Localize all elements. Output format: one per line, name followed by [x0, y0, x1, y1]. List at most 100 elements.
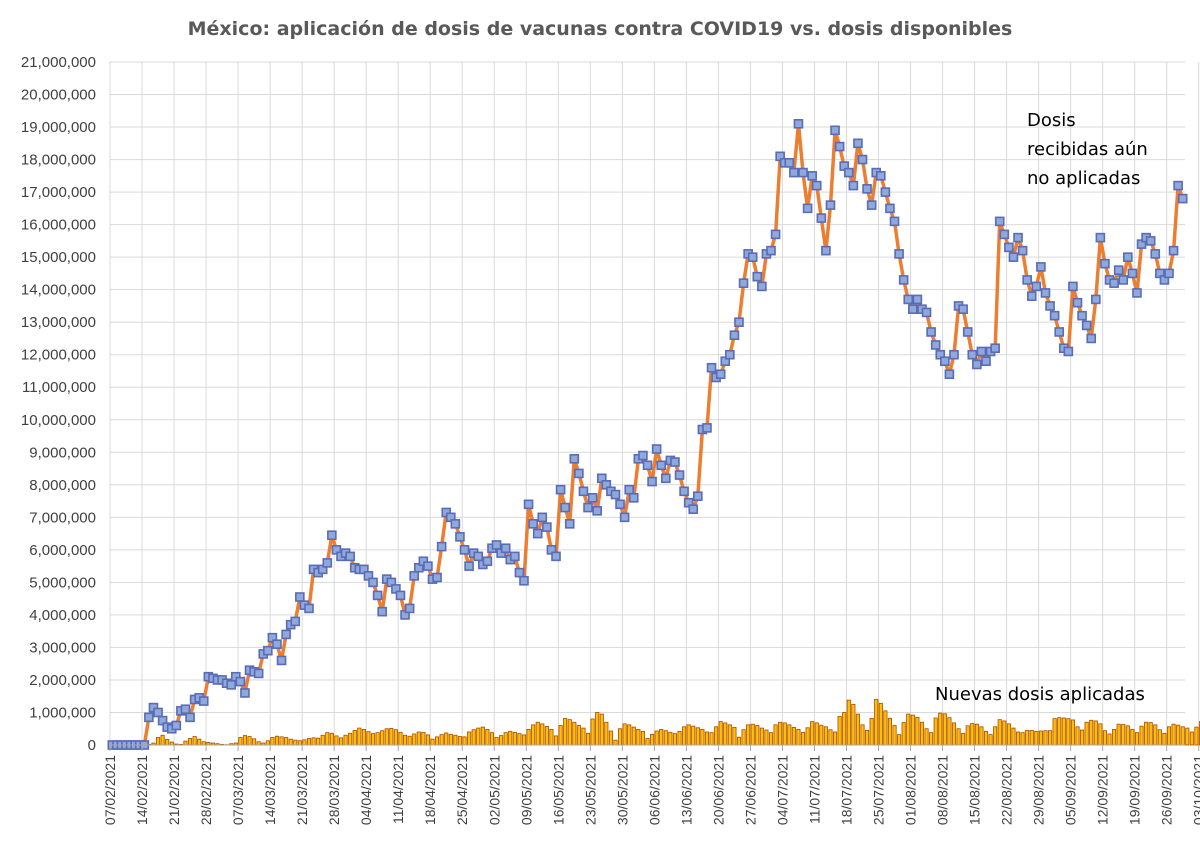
data-point — [1109, 278, 1119, 288]
y-tick-label: 6,000,000 — [29, 542, 96, 559]
data-point — [574, 468, 584, 479]
data-point — [857, 154, 868, 165]
bar — [636, 728, 641, 746]
data-point — [564, 519, 575, 529]
bar — [837, 715, 842, 746]
data-point — [436, 541, 447, 552]
bar — [695, 727, 700, 746]
bar — [480, 726, 485, 746]
bar — [325, 732, 330, 746]
bar — [773, 724, 778, 746]
data-point — [1177, 193, 1188, 204]
bar — [1112, 728, 1117, 746]
bar — [348, 732, 353, 746]
data-point — [610, 489, 621, 500]
bar — [393, 729, 398, 746]
bar — [270, 737, 275, 746]
y-tick-label: 9,000,000 — [29, 444, 96, 461]
bar — [718, 721, 723, 746]
data-point — [368, 577, 378, 588]
data-point — [875, 171, 886, 181]
bar — [938, 712, 943, 746]
x-axis — [109, 744, 1200, 751]
x-tick-label: 23/05/2021 — [582, 755, 598, 825]
data-point — [638, 450, 648, 461]
data-point — [725, 349, 735, 360]
x-tick-label: 04/04/2021 — [358, 755, 374, 825]
annotation-new-doses: Nuevas dosis aplicadas — [935, 684, 1145, 705]
bar — [741, 729, 746, 746]
series-line — [112, 122, 1185, 747]
data-point — [999, 229, 1010, 240]
data-point — [519, 575, 529, 586]
bar — [160, 734, 165, 746]
bar — [1125, 725, 1130, 746]
bar — [892, 725, 897, 746]
bar — [691, 725, 696, 746]
data-point — [1113, 265, 1124, 275]
data-point — [834, 141, 845, 152]
bar — [238, 737, 243, 746]
data-point — [1013, 232, 1023, 243]
bar — [1189, 731, 1194, 746]
x-tick-label: 12/09/2021 — [1095, 755, 1111, 825]
data-point — [660, 473, 671, 484]
data-point — [295, 592, 305, 602]
data-point — [807, 171, 817, 181]
bar — [526, 728, 531, 746]
bar — [329, 732, 334, 746]
data-point — [825, 200, 836, 210]
bar — [650, 733, 655, 746]
bar — [961, 732, 966, 746]
x-tick-label: 30/05/2021 — [614, 755, 630, 825]
bar — [366, 731, 371, 746]
bar — [503, 732, 508, 746]
bar — [197, 738, 202, 746]
x-tick-label: 01/08/2021 — [903, 755, 919, 825]
bar — [929, 732, 934, 746]
data-point — [1086, 333, 1097, 344]
bar — [851, 703, 856, 746]
data-point — [802, 203, 813, 214]
bar — [1006, 723, 1011, 746]
bar — [462, 736, 467, 746]
data-point — [253, 668, 264, 679]
bar — [631, 726, 636, 746]
y-tick-label: 21,000,000 — [21, 54, 96, 71]
bar — [485, 728, 490, 746]
bar — [979, 726, 984, 746]
data-point — [1022, 275, 1032, 285]
bar — [855, 713, 860, 746]
data-point — [592, 506, 602, 516]
y-tick-label: 3,000,000 — [29, 639, 96, 656]
bar — [1134, 732, 1140, 746]
bar — [727, 724, 732, 746]
data-point — [1118, 275, 1129, 285]
bar — [1080, 729, 1085, 746]
bar — [677, 730, 682, 746]
bar — [791, 727, 796, 746]
y-tick-label: 13,000,000 — [21, 314, 96, 331]
data-point — [647, 476, 657, 487]
bar — [412, 733, 417, 746]
data-point — [994, 216, 1005, 227]
bar — [288, 738, 293, 746]
bar — [403, 734, 408, 746]
bar — [819, 724, 824, 746]
bar — [155, 737, 161, 746]
bar — [1061, 717, 1066, 746]
data-point — [290, 616, 301, 627]
data-point — [1100, 258, 1110, 269]
data-point — [377, 606, 387, 617]
bar — [842, 712, 847, 746]
data-point — [587, 493, 598, 503]
data-point — [180, 704, 191, 715]
bar — [1180, 726, 1185, 746]
data-point — [514, 567, 525, 578]
bar — [974, 723, 979, 746]
bar — [471, 729, 476, 746]
data-point — [862, 184, 872, 194]
bar — [1093, 720, 1098, 746]
data-point — [372, 590, 383, 601]
bar — [906, 713, 911, 746]
